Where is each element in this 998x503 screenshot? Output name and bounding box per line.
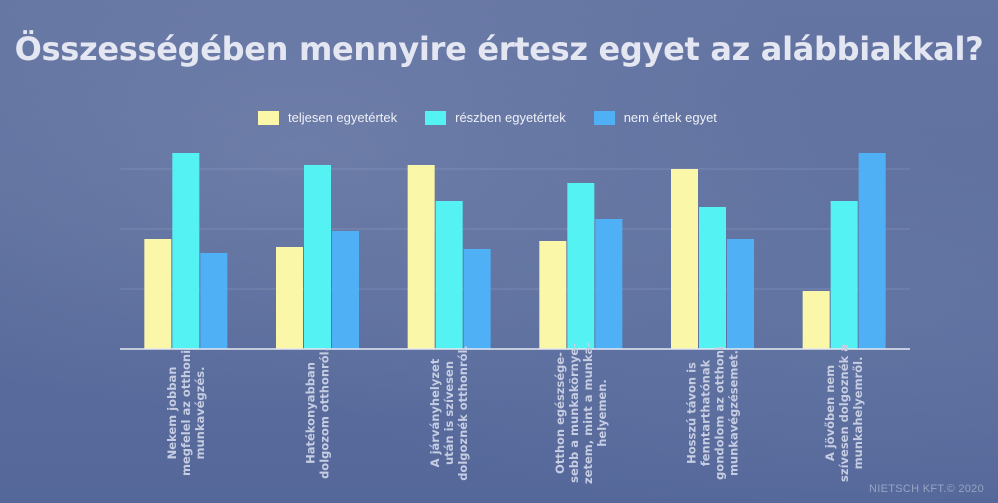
category-label-line: munkavégzésemet. [727,350,741,476]
category-label: Hosszú távon isfenntarthatónakgondolom a… [685,346,741,480]
chart-title: Összességében mennyire értesz egyet az a… [14,30,984,68]
legend-item: nem értek egyet [593,110,717,125]
bar-3 [858,153,886,349]
category-label-line: sebb a munkakörnye- [567,343,581,483]
category-label-line: dolgozom otthonról. [318,347,332,479]
bar-3 [332,231,359,349]
bar-3 [463,249,491,349]
category-label-line: Nekem jobban [165,367,179,460]
category-label-line: munkavégzés. [193,367,207,460]
category-label-line: Hosszú távon is [685,362,699,464]
bars [144,153,886,349]
category-label: Nekem jobbanmegfelel az otthonimunkavégz… [165,350,207,476]
category-label-line: zetem, mint a munka- [581,342,595,484]
legend-label: teljesen egyetértek [288,110,398,125]
category-label: Hatékonyabbandolgozom otthonról. [304,347,332,479]
category-label: A jövőben nemszívesen dolgoznék amunkahe… [823,344,865,482]
bar-2 [172,153,200,349]
bar-1 [802,291,830,349]
legend-label: nem értek egyet [623,110,717,125]
credit-watermark: NIETSCH KFT.© 2020 [869,483,984,495]
category-label-line: gondolom az otthoni [713,346,727,480]
bar-2 [304,165,331,349]
legend-swatch [593,110,615,125]
category-label-line: után is szívesen [442,361,456,465]
category-label-line: fenntarthatónak [699,359,713,466]
legend-swatch [425,110,447,125]
bar-2 [435,201,463,349]
category-label-line: Hatékonyabban [304,362,318,464]
bar-3 [200,253,228,349]
category-label-line: A jövőben nem [823,365,837,461]
legend-item: teljesen egyetértek [258,110,397,125]
category-label-line: munkahelyemről. [851,357,865,470]
bar-1 [539,241,567,349]
bar-3 [595,219,623,349]
legend-swatch [258,110,279,125]
category-label-line: szívesen dolgoznék a [837,344,851,482]
bar-2 [699,207,726,349]
category-label-line: Otthon egészsége- [553,352,567,474]
bar-1 [407,165,435,349]
bar-1 [144,239,172,349]
category-label-line: helyemen. [595,379,609,447]
bar-3 [727,239,754,349]
gridlines [120,168,910,290]
category-labels: Nekem jobbanmegfelel az otthonimunkavégz… [165,342,865,484]
bar-1 [276,247,303,349]
category-label-line: megfelel az otthoni [179,350,193,476]
bar-2 [830,201,858,349]
bar-1 [671,169,698,349]
category-label: A járványhelyzetután is szívesendolgozné… [428,345,470,481]
bar-2 [567,183,595,349]
category-label: Otthon egészsége-sebb a munkakörnye-zete… [553,342,609,484]
category-label-line: dolgoznék otthonról. [456,345,470,481]
legend: teljesen egyetértek részben egyetértek n… [258,110,745,125]
legend-item: részben egyetértek [425,110,566,125]
category-label-line: A járványhelyzet [428,358,442,467]
legend-label: részben egyetértek [455,110,566,125]
